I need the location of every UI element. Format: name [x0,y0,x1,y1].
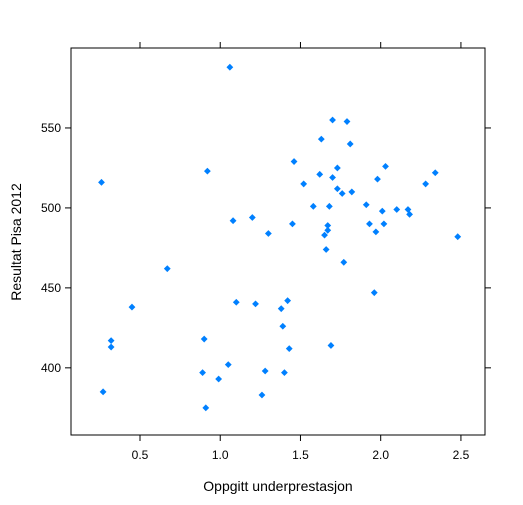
data-point [338,190,346,197]
y-tick-label: 400 [41,361,61,375]
data-point [329,174,336,181]
data-point [300,180,308,188]
data-point [98,178,105,186]
x-tick-label: 2.5 [453,448,470,462]
data-point [333,185,341,193]
data-point [252,300,259,308]
data-point [232,298,240,306]
data-point [380,220,388,228]
data-point [378,207,386,215]
data-points [98,63,462,412]
data-point [372,228,380,236]
data-point [454,233,462,241]
data-point [346,140,354,148]
data-point [248,214,256,221]
data-point [309,202,317,210]
data-point [324,226,332,234]
data-point [348,188,356,196]
y-axis-label: Resultat Pisa 2012 [8,183,24,301]
data-point [215,375,223,383]
data-point [202,404,210,412]
data-point [382,162,389,170]
y-tick-label: 450 [41,281,61,295]
data-point [324,222,332,229]
data-point [321,231,328,239]
y-tick-label: 550 [41,121,61,135]
data-point [290,158,298,165]
y-tick-label: 500 [41,201,61,215]
data-point [374,175,381,183]
data-point [317,135,325,143]
x-axis-label: Oppgitt underprestasjon [203,478,352,494]
data-point [203,167,211,175]
data-point [333,164,341,172]
x-tick-label: 1.5 [292,448,309,462]
data-point [107,337,115,345]
data-point [327,342,335,349]
data-point [226,63,234,71]
data-point [370,289,378,297]
data-point [406,210,413,218]
data-point [199,369,206,377]
data-point [229,217,237,225]
data-point [264,230,272,237]
data-point [284,297,292,305]
data-point [316,170,324,178]
data-point [285,345,293,353]
data-point [422,180,430,188]
data-point [258,391,266,399]
data-point [289,220,296,228]
data-point [322,246,330,253]
data-point [163,265,171,273]
data-point [261,367,269,375]
data-point [281,369,288,377]
data-point [393,206,401,213]
data-point [329,116,336,124]
plot-frame [70,47,486,436]
x-tick-label: 0.5 [132,448,149,462]
data-point [340,258,348,266]
data-point [200,335,208,343]
data-point [279,322,287,330]
data-point [362,201,370,209]
axis-ticks: 0.5 1.0 1.5 2.0 2.5 400 450 500 550 [41,42,491,462]
data-point [277,305,285,313]
data-point [404,206,412,213]
data-point [325,202,333,210]
data-point [224,361,232,369]
data-point [107,343,115,351]
x-tick-label: 1.0 [212,448,229,462]
data-point [431,169,439,177]
data-point [366,220,373,228]
data-point [128,303,136,311]
data-point [343,118,351,125]
x-tick-label: 2.0 [372,448,389,462]
data-point [99,388,107,396]
